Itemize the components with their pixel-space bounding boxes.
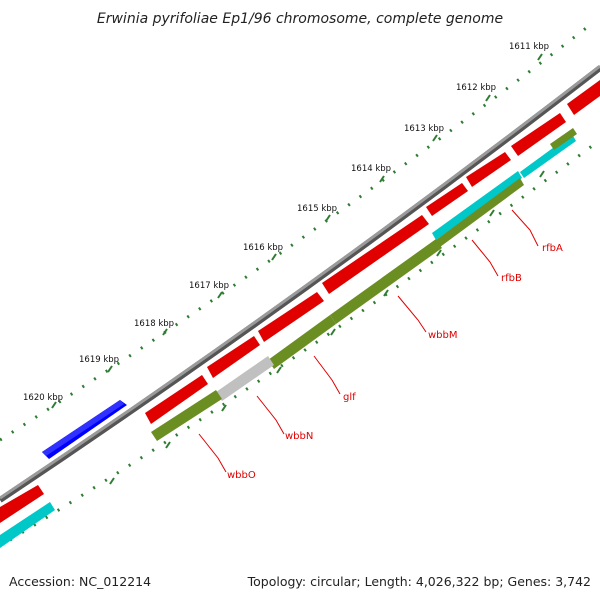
gene-forward-left[interactable] <box>0 485 44 523</box>
gene-forward-glf[interactable] <box>258 292 324 342</box>
gene-label-wbbM: wbbM <box>428 330 458 341</box>
gene-reverse-olive-top[interactable] <box>550 128 577 150</box>
tick-label-1620: 1620 kbp <box>23 393 63 403</box>
gene-forward-rfbA-neighbor[interactable] <box>567 80 600 115</box>
accession-text: Accession: NC_012214 <box>9 574 151 589</box>
label-leaders <box>198 209 539 473</box>
tick-label-1618: 1618 kbp <box>134 319 174 329</box>
gene-forward-wbbN[interactable] <box>207 336 260 378</box>
gene-forward-wbbM[interactable] <box>322 215 429 294</box>
tick-label-1611: 1611 kbp <box>509 42 549 52</box>
gene-reverse-glf[interactable] <box>268 315 336 369</box>
tick-label-1617: 1617 kbp <box>189 281 229 291</box>
gene-reverse-cyan-top[interactable] <box>520 134 576 178</box>
gene-label-rfbB: rfbB <box>501 273 522 284</box>
gene-label-glf: glf <box>343 392 356 403</box>
gene-forward-wbbO[interactable] <box>145 375 208 424</box>
tick-label-1615: 1615 kbp <box>297 204 337 214</box>
tick-label-1614: 1614 kbp <box>351 164 391 174</box>
gene-reverse-wbbO[interactable] <box>151 390 222 441</box>
gene-reverse-pseudo[interactable] <box>216 356 274 401</box>
gene-reverse-olive-mid[interactable] <box>436 178 524 247</box>
gene-reverse-wbbM[interactable] <box>330 239 442 324</box>
outer-tick-ring <box>0 23 591 442</box>
backbone <box>0 64 600 500</box>
gene-forward-rfbA[interactable] <box>511 113 566 156</box>
major-ticks-outer <box>51 53 543 409</box>
map-title: Erwinia pyrifoliae Ep1/96 chromosome, co… <box>97 11 503 27</box>
tick-label-1613: 1613 kbp <box>404 124 444 134</box>
tick-label-1616: 1616 kbp <box>243 243 283 253</box>
reverse-genes <box>0 128 577 548</box>
gene-label-rfbA: rfbA <box>542 243 563 254</box>
tick-label-1619: 1619 kbp <box>79 355 119 365</box>
genome-summary-text: Topology: circular; Length: 4,026,322 bp… <box>247 574 591 589</box>
gene-forward-small[interactable] <box>426 183 468 216</box>
forward-genes <box>0 80 600 523</box>
gene-reverse-left[interactable] <box>0 502 55 548</box>
major-ticks-inner <box>109 170 545 485</box>
tick-label-1612: 1612 kbp <box>456 83 496 93</box>
gene-reverse-cyan-mid[interactable] <box>432 171 522 240</box>
gene-label-wbbN: wbbN <box>285 431 313 442</box>
gene-label-wbbO: wbbO <box>227 470 256 481</box>
gene-forward-rfbB[interactable] <box>466 152 511 187</box>
rna-gene[interactable] <box>42 400 127 459</box>
backbone-shadow <box>0 65 600 503</box>
